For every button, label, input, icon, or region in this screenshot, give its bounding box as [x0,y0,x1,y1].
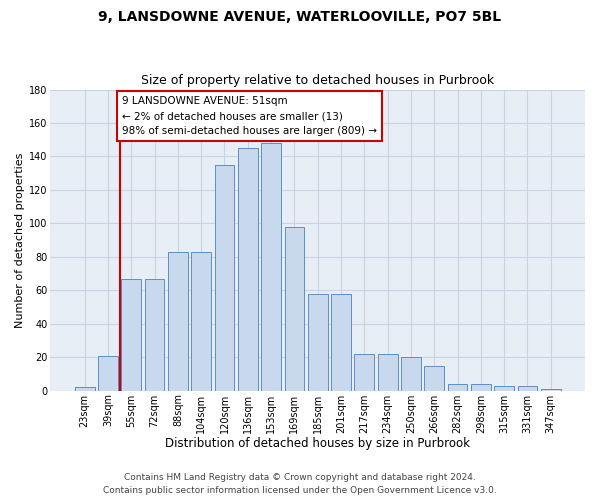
Bar [98,356,118,390]
Bar [401,357,421,390]
Bar [145,278,164,390]
Bar [541,389,561,390]
Bar [494,386,514,390]
Text: 9 LANSDOWNE AVENUE: 51sqm
← 2% of detached houses are smaller (13)
98% of semi-d: 9 LANSDOWNE AVENUE: 51sqm ← 2% of detach… [122,96,377,136]
X-axis label: Distribution of detached houses by size in Purbrook: Distribution of detached houses by size … [165,437,470,450]
Bar [284,226,304,390]
Bar [331,294,351,390]
Bar [448,384,467,390]
Bar [238,148,258,390]
Bar [424,366,444,390]
Bar [75,388,95,390]
Bar [308,294,328,390]
Bar [215,165,235,390]
Bar [518,386,538,390]
Bar [471,384,491,390]
Y-axis label: Number of detached properties: Number of detached properties [15,152,25,328]
Text: 9, LANSDOWNE AVENUE, WATERLOOVILLE, PO7 5BL: 9, LANSDOWNE AVENUE, WATERLOOVILLE, PO7 … [98,10,502,24]
Title: Size of property relative to detached houses in Purbrook: Size of property relative to detached ho… [141,74,494,87]
Bar [191,252,211,390]
Bar [261,143,281,390]
Bar [378,354,398,391]
Bar [355,354,374,391]
Bar [168,252,188,390]
Bar [121,278,141,390]
Text: Contains HM Land Registry data © Crown copyright and database right 2024.
Contai: Contains HM Land Registry data © Crown c… [103,474,497,495]
